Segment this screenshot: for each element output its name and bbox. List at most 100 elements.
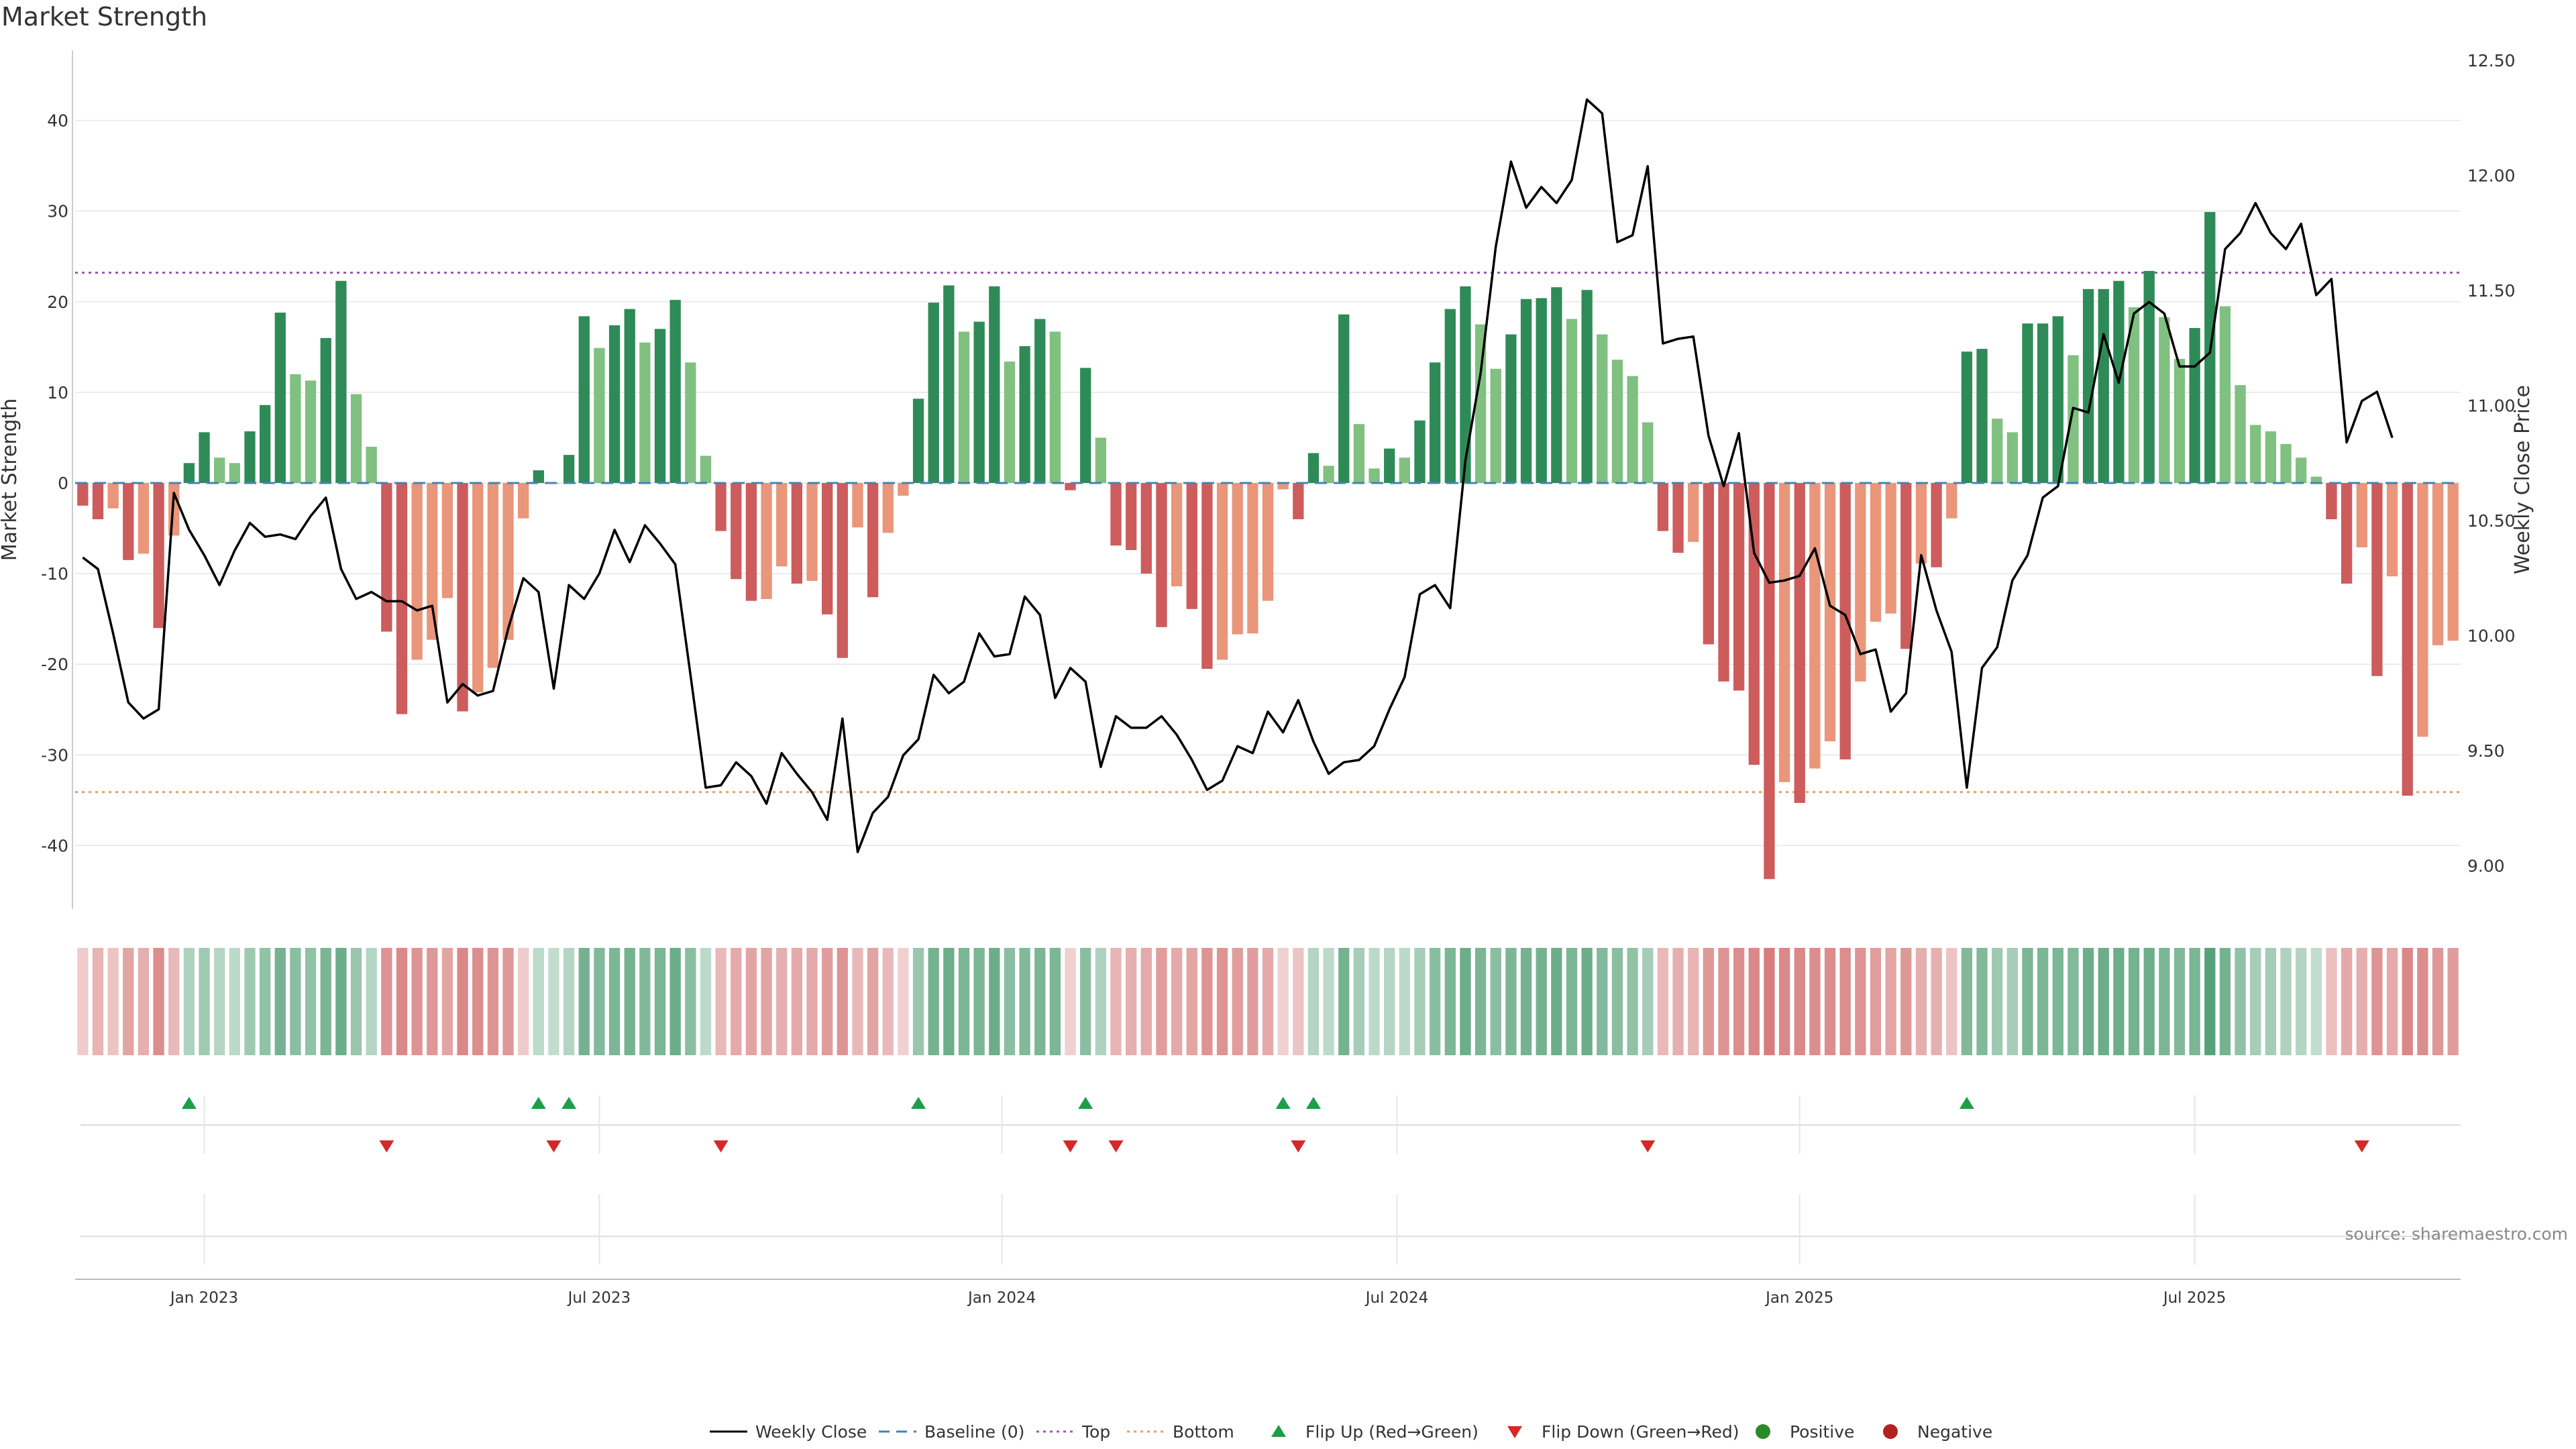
heat-cell bbox=[2341, 948, 2353, 1055]
strength-bar bbox=[1004, 361, 1016, 483]
heat-cell bbox=[411, 948, 423, 1055]
strength-bar bbox=[1688, 483, 1699, 542]
heat-cell bbox=[2356, 948, 2367, 1055]
heat-cell bbox=[2082, 948, 2094, 1055]
strength-bar bbox=[1368, 468, 1380, 483]
flip-up-marker bbox=[561, 1097, 577, 1109]
strength-bar bbox=[2219, 306, 2231, 483]
strength-bar bbox=[1505, 334, 1517, 483]
strength-bar bbox=[685, 362, 696, 483]
strength-bar bbox=[1095, 437, 1107, 483]
strength-bar bbox=[1642, 422, 1654, 483]
legend: Weekly Close Baseline (0) Top Bottom Flip Up… bbox=[710, 1422, 1992, 1442]
strength-bar bbox=[1080, 368, 1091, 483]
heat-cell bbox=[654, 948, 666, 1055]
heat-cell bbox=[1885, 948, 1896, 1055]
chart-title: Market Strength bbox=[1, 2, 207, 32]
flip-up-marker bbox=[1275, 1097, 1291, 1109]
strength-bar bbox=[1855, 483, 1866, 682]
heat-cell bbox=[867, 948, 879, 1055]
heat-cell bbox=[2143, 948, 2155, 1055]
heat-cell bbox=[761, 948, 772, 1055]
heat-cell bbox=[2265, 948, 2277, 1055]
strength-bar bbox=[898, 483, 909, 496]
strength-bar bbox=[472, 483, 484, 693]
heat-cell bbox=[1156, 948, 1167, 1055]
heat-cell bbox=[487, 948, 499, 1055]
heat-cell bbox=[2159, 948, 2170, 1055]
strength-bar bbox=[411, 483, 423, 660]
legend-swatch bbox=[1507, 1426, 1522, 1438]
y-tick-label-left: -10 bbox=[41, 564, 68, 584]
strength-bar bbox=[1627, 376, 1638, 483]
heat-cell bbox=[2098, 948, 2109, 1055]
heat-cell bbox=[274, 948, 286, 1055]
legend-item: Positive bbox=[1756, 1422, 1854, 1442]
heat-cell bbox=[1839, 948, 1851, 1055]
heat-cell bbox=[731, 948, 742, 1055]
strength-bar bbox=[1597, 334, 1608, 483]
heat-cell bbox=[1293, 948, 1304, 1055]
strength-bar bbox=[1460, 286, 1471, 483]
strength-bar bbox=[928, 303, 939, 483]
strength-bar bbox=[350, 394, 362, 483]
strength-bar bbox=[806, 483, 818, 581]
flip-up-marker bbox=[531, 1097, 546, 1109]
strength-bar bbox=[1611, 360, 1623, 483]
strength-bar bbox=[1581, 290, 1593, 483]
strength-bar bbox=[259, 405, 271, 483]
strength-bar bbox=[1307, 453, 1320, 483]
heat-cell bbox=[229, 948, 240, 1055]
strength-bar bbox=[1536, 298, 1547, 483]
strength-bar bbox=[2310, 476, 2322, 483]
heat-cell bbox=[578, 948, 590, 1055]
flip-markers-panel: Jan 2023 Jul 2023 Jan 2024 Jul 2024 Jan 2025… bbox=[75, 1095, 2461, 1307]
heat-cell bbox=[1429, 948, 1441, 1055]
heat-cell bbox=[1611, 948, 1623, 1055]
strength-bar bbox=[973, 321, 985, 483]
y-tick-label-left: 40 bbox=[47, 111, 68, 131]
x-tick-label: Jul 2025 bbox=[2162, 1289, 2226, 1307]
heat-cell bbox=[912, 948, 924, 1055]
y-tick-label-right: 12.50 bbox=[2467, 51, 2516, 70]
x-tick-label: Jul 2023 bbox=[567, 1289, 631, 1307]
heat-cell bbox=[1809, 948, 1821, 1055]
heat-cell bbox=[1460, 948, 1471, 1055]
strength-bar bbox=[1733, 483, 1745, 691]
strength-bar bbox=[776, 483, 788, 567]
y-tick-label-left: -30 bbox=[41, 745, 68, 765]
strength-bar bbox=[427, 483, 438, 640]
strength-bar bbox=[563, 455, 575, 483]
heat-cell bbox=[92, 948, 104, 1055]
heat-cell bbox=[244, 948, 256, 1055]
heat-cell bbox=[1323, 948, 1334, 1055]
heat-cell bbox=[1110, 948, 1122, 1055]
heat-cell bbox=[335, 948, 347, 1055]
strength-bar bbox=[2432, 483, 2444, 645]
heat-cell bbox=[320, 948, 331, 1055]
strength-bar bbox=[1885, 483, 1896, 614]
heat-cell bbox=[138, 948, 150, 1055]
strength-bar bbox=[2068, 355, 2079, 483]
heat-cell bbox=[852, 948, 863, 1055]
heat-cell bbox=[381, 948, 392, 1055]
weekly-close-series bbox=[82, 98, 2394, 853]
heat-cell bbox=[1186, 948, 1197, 1055]
strength-bar bbox=[1961, 352, 1973, 483]
heat-cell bbox=[107, 948, 119, 1055]
legend-label: Baseline (0) bbox=[924, 1422, 1024, 1442]
legend-item: Flip Up (Red→Green) bbox=[1271, 1422, 1479, 1442]
heat-cell bbox=[1080, 948, 1091, 1055]
strength-bar bbox=[1839, 483, 1851, 760]
heat-cell bbox=[441, 948, 453, 1055]
heat-cell bbox=[1794, 948, 1805, 1055]
legend-label: Top bbox=[1081, 1422, 1110, 1442]
strength-bar bbox=[715, 483, 727, 531]
strength-bar bbox=[958, 331, 970, 483]
strength-bars bbox=[75, 212, 2461, 879]
heat-cell bbox=[669, 948, 681, 1055]
strength-bar bbox=[2174, 358, 2186, 483]
strength-bar bbox=[1429, 362, 1441, 483]
heat-cell bbox=[214, 948, 225, 1055]
heat-cell bbox=[898, 948, 909, 1055]
